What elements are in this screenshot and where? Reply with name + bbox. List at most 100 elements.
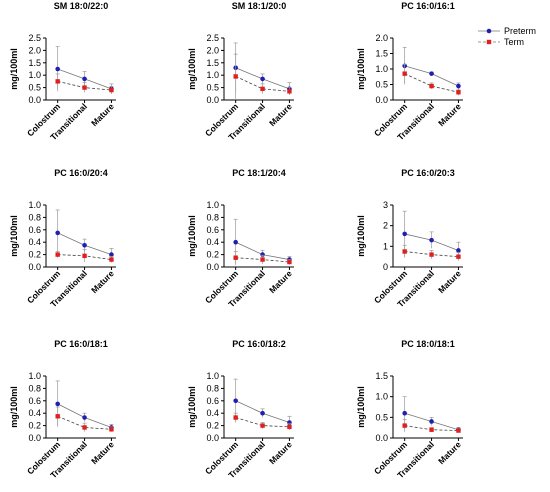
- data-point: [402, 410, 407, 416]
- y-axis-label: mg/100ml: [356, 48, 366, 90]
- data-point: [109, 427, 114, 432]
- legend-marker: [486, 39, 492, 45]
- y-tick-label: 0.2: [206, 250, 219, 260]
- chart-panel: PC 16:0/20:4mg/100ml0.00.20.40.60.81.0Co…: [9, 168, 116, 309]
- y-tick-label: 0.0: [206, 262, 219, 272]
- data-point: [82, 85, 87, 90]
- data-point: [429, 419, 434, 424]
- data-point: [260, 252, 265, 257]
- y-axis-label: mg/100ml: [187, 386, 197, 428]
- chart-panel: SM 18:0/22:0mg/100ml0.00.51.01.52.02.5Co…: [9, 1, 116, 142]
- y-tick-label: 0.5: [28, 83, 41, 93]
- data-point: [82, 415, 87, 420]
- chart-title: PC 18:0/18:1: [401, 339, 455, 349]
- chart-panel: PC 16:0/20:3mg/100ml0123ColostrumTransit…: [356, 168, 463, 309]
- data-point: [260, 410, 265, 416]
- y-tick-label: 2.5: [28, 33, 41, 43]
- y-tick-label: 2.0: [375, 33, 388, 43]
- chart-title: SM 18:1/20:0: [232, 1, 287, 11]
- x-tick-label: Mature: [89, 268, 116, 295]
- data-point: [260, 76, 265, 82]
- data-point: [82, 243, 87, 248]
- y-tick-label: 0.5: [375, 80, 388, 90]
- data-point: [402, 249, 407, 254]
- y-tick-label: 0.0: [206, 95, 219, 105]
- chart-title: PC 18:1/20:4: [232, 168, 286, 178]
- chart-panel: PC 18:1/20:4mg/100ml0.00.20.40.60.81.0Co…: [187, 168, 294, 309]
- x-tick-label: Mature: [267, 268, 294, 295]
- y-tick-label: 0.6: [28, 396, 41, 406]
- series-line: [404, 73, 459, 93]
- data-point: [456, 254, 461, 259]
- data-point: [260, 86, 265, 92]
- series-line: [235, 76, 290, 92]
- data-point: [55, 79, 60, 84]
- y-tick-label: 0.0: [28, 95, 41, 105]
- data-point: [109, 87, 114, 93]
- data-point: [109, 252, 114, 257]
- y-tick-label: 0.6: [206, 225, 219, 235]
- legend-label: Preterm: [504, 26, 536, 36]
- data-point: [287, 259, 292, 265]
- y-tick-label: 0.8: [206, 383, 219, 393]
- y-tick-label: 1.0: [206, 70, 219, 80]
- chart-title: PC 16:0/20:4: [54, 168, 108, 178]
- x-tick-label: Mature: [267, 439, 294, 466]
- y-tick-label: 2.5: [206, 33, 219, 43]
- y-tick-label: 1.5: [375, 371, 388, 381]
- data-point: [55, 66, 60, 72]
- y-tick-label: 0.5: [206, 83, 219, 93]
- y-tick-label: 0.0: [28, 262, 41, 272]
- series-line: [235, 417, 290, 428]
- data-point: [233, 415, 238, 420]
- y-tick-label: 2.0: [206, 45, 219, 55]
- data-point: [233, 398, 238, 404]
- data-point: [55, 414, 60, 419]
- data-point: [82, 253, 87, 259]
- y-tick-label: 0.4: [28, 408, 41, 418]
- y-tick-label: 0.5: [375, 412, 388, 422]
- y-tick-label: 0.8: [206, 212, 219, 222]
- legend-label: Term: [504, 37, 524, 47]
- data-point: [260, 423, 265, 428]
- data-point: [429, 71, 434, 76]
- x-tick-label: Mature: [89, 101, 116, 128]
- y-tick-label: 0.0: [206, 433, 219, 443]
- chart-panel: PC 18:0/18:1mg/100ml0.00.51.01.5Colostru…: [356, 339, 463, 480]
- data-point: [233, 239, 238, 245]
- y-tick-label: 3: [383, 200, 388, 210]
- y-tick-label: 1.0: [28, 200, 41, 210]
- data-point: [429, 83, 434, 89]
- x-tick-label: Mature: [89, 439, 116, 466]
- y-tick-label: 1.0: [375, 392, 388, 402]
- chart-panel: PC 16:0/16:1mg/100ml0.00.51.01.52.0Colos…: [356, 1, 463, 142]
- data-point: [456, 83, 461, 89]
- data-point: [82, 76, 87, 82]
- y-tick-label: 0.4: [206, 237, 219, 247]
- y-axis-label: mg/100ml: [356, 215, 366, 257]
- legend-item: Term: [478, 37, 524, 47]
- data-point: [429, 252, 434, 257]
- chart-title: SM 18:0/22:0: [54, 1, 109, 11]
- chart-title: PC 16:0/18:2: [232, 339, 286, 349]
- legend-item: Preterm: [478, 26, 536, 36]
- y-tick-label: 0.8: [28, 383, 41, 393]
- chart-title: PC 16:0/16:1: [401, 1, 455, 11]
- data-point: [233, 74, 238, 79]
- x-tick-label: Mature: [267, 101, 294, 128]
- data-point: [55, 252, 60, 257]
- data-point: [287, 424, 292, 430]
- y-tick-label: 1.5: [206, 58, 219, 68]
- data-point: [402, 231, 407, 237]
- data-point: [456, 428, 461, 433]
- y-tick-label: 0: [383, 262, 388, 272]
- y-tick-label: 0.2: [206, 421, 219, 431]
- y-tick-label: 0.0: [28, 433, 41, 443]
- y-axis-label: mg/100ml: [187, 48, 197, 90]
- data-point: [233, 255, 238, 260]
- chart-panel: SM 18:1/20:0mg/100ml0.00.51.01.52.02.5Co…: [187, 1, 294, 142]
- y-tick-label: 0.2: [28, 250, 41, 260]
- data-point: [82, 425, 87, 430]
